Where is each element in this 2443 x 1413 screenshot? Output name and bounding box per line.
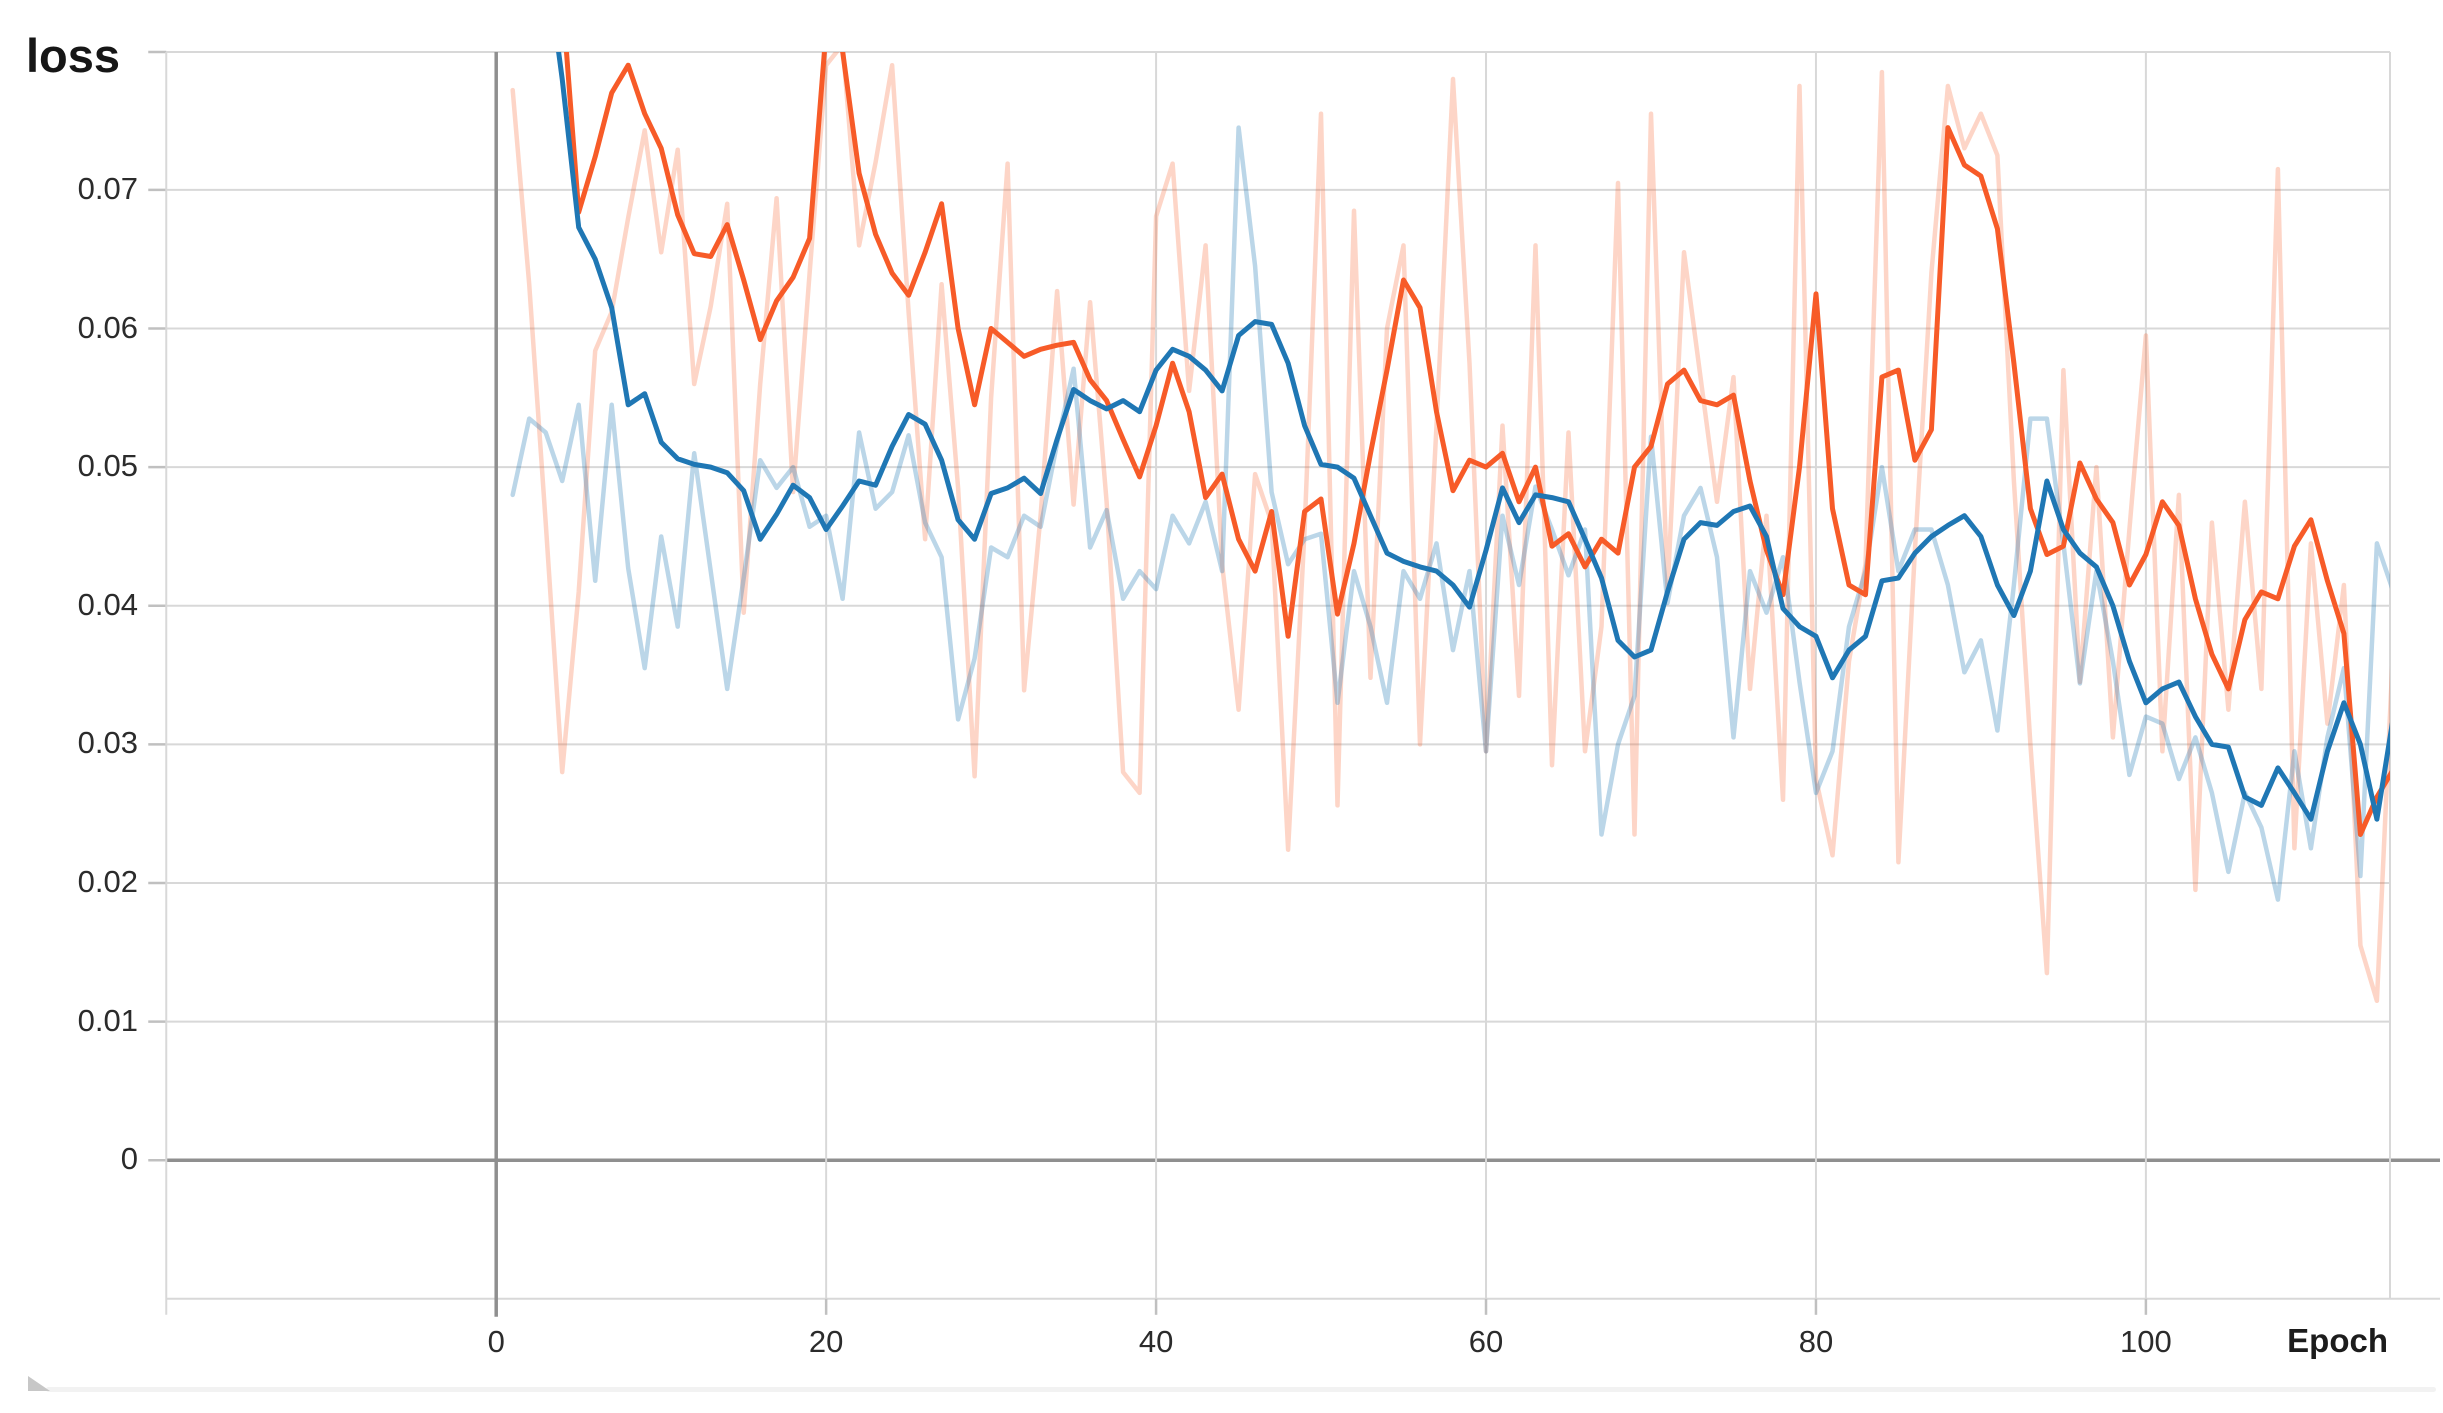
y-tick-label-0.01: 0.01: [77, 1002, 138, 1038]
resize-grip-icon[interactable]: [24, 1372, 56, 1394]
y-tick-label-0.02: 0.02: [77, 863, 138, 899]
y-tick-label-0.05: 0.05: [77, 448, 138, 484]
x-axis-title: Epoch: [2287, 1322, 2388, 1359]
y-tick-label-0.03: 0.03: [77, 725, 138, 761]
x-tick-label-60: 60: [1468, 1324, 1504, 1359]
series-orange_raw: [510, 52, 2390, 1004]
horizontal-scrollbar[interactable]: [46, 1387, 2436, 1392]
series-orange_smoothed: [563, 52, 2390, 837]
x-tick-label-100: 100: [2120, 1324, 2172, 1359]
series-blue_smoothed: [556, 52, 2390, 822]
y-tick-label-0.04: 0.04: [77, 586, 138, 622]
y-tick-label-0.06: 0.06: [77, 309, 138, 345]
y-tick-label-0: 0: [120, 1141, 138, 1177]
x-tick-label-80: 80: [1798, 1324, 1834, 1359]
x-tick-label-40: 40: [1138, 1324, 1174, 1359]
x-tick-label-20: 20: [808, 1324, 844, 1359]
x-tick-label-0: 0: [487, 1324, 505, 1359]
series-blue_raw: [510, 125, 2390, 902]
y-tick-label-0.07: 0.07: [77, 170, 138, 206]
chart-title: loss: [26, 29, 121, 82]
